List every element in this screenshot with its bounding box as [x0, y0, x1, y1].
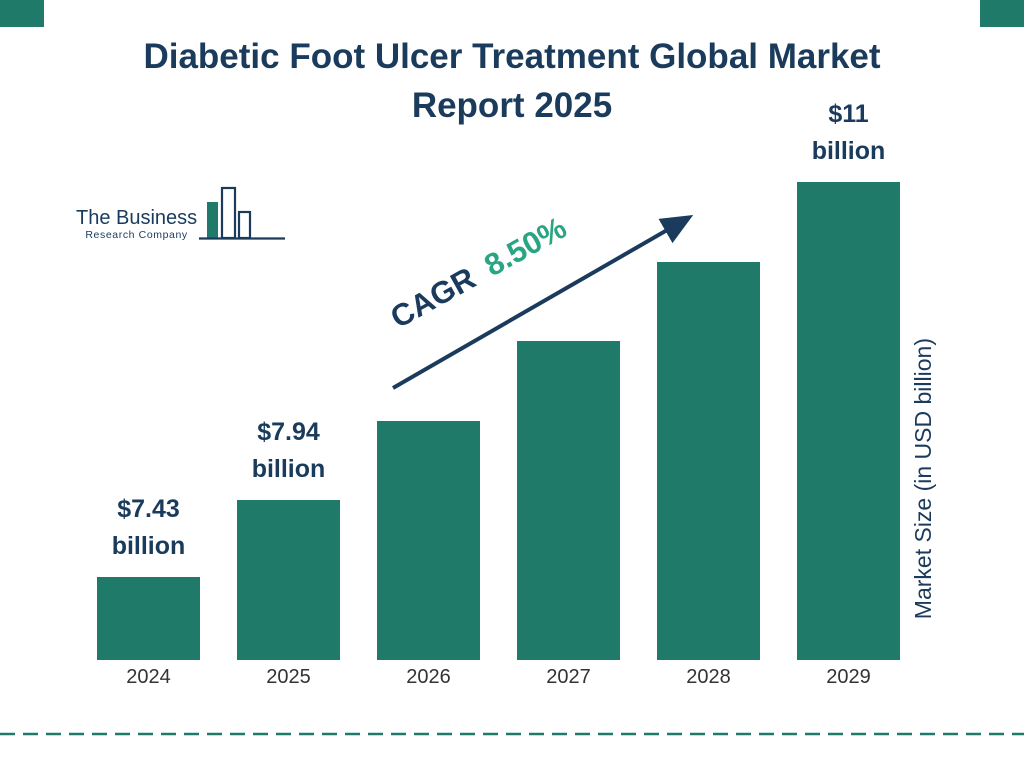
value-label-2024: $7.43 billion	[111, 495, 186, 560]
page-title: Diabetic Foot Ulcer Treatment Global Mar…	[0, 32, 1024, 130]
corner-accent-left	[0, 0, 44, 27]
page-title-line2: Report 2025	[411, 86, 613, 125]
company-logo-text: The Business Research Company	[76, 207, 197, 241]
bar-2024	[97, 577, 200, 660]
company-logo-name: The Business	[76, 207, 198, 229]
x-axis-label-2024: 2024	[126, 666, 171, 688]
company-logo: The Business Research Company	[76, 184, 286, 244]
bar-2029	[797, 182, 900, 660]
value-label-2025: $7.94 billion	[251, 418, 326, 483]
x-axis-label-2029: 2029	[826, 666, 871, 688]
x-axis-label-2028: 2028	[686, 666, 731, 688]
x-axis-label-2027: 2027	[546, 666, 591, 688]
bar-2027	[517, 341, 620, 660]
company-logo-subname: Research Company	[85, 229, 188, 241]
y-axis-title: Market Size (in USD billion)	[910, 338, 936, 620]
bar-chart-logo-icon	[199, 186, 286, 240]
bar-2028	[657, 262, 760, 660]
bar-2025	[237, 500, 340, 660]
corner-accent-right	[980, 0, 1024, 27]
value-label-2029: $11 billion	[811, 100, 886, 165]
x-axis-label-2025: 2025	[266, 666, 311, 688]
page-title-line1: Diabetic Foot Ulcer Treatment Global Mar…	[143, 37, 881, 76]
bar-2026	[377, 421, 480, 660]
x-axis-label-2026: 2026	[406, 666, 451, 688]
